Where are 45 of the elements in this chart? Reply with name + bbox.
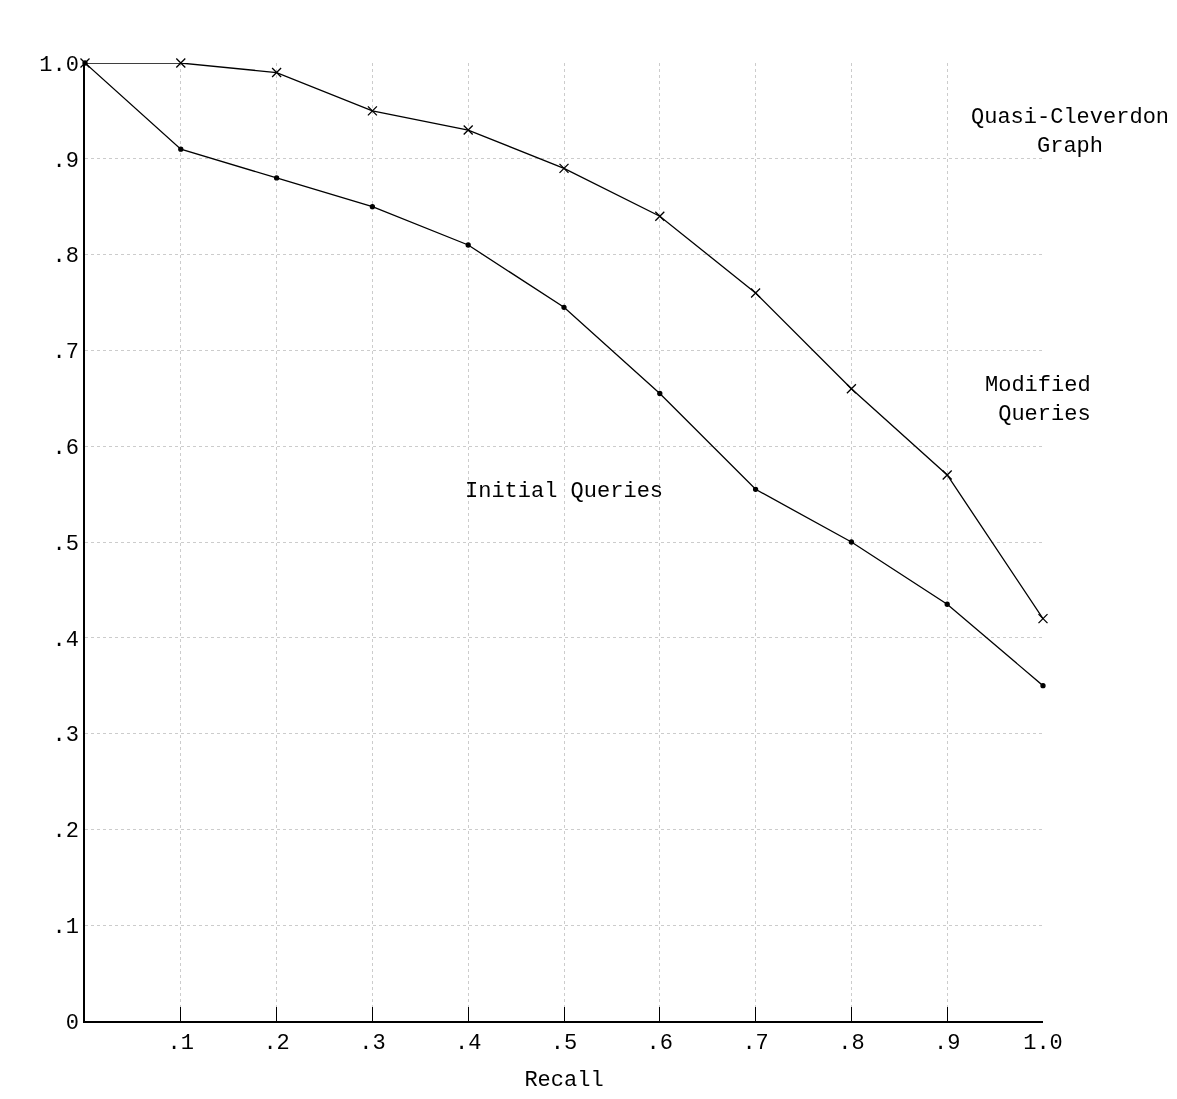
point [273, 175, 280, 181]
x-tick-label: .4 [455, 1031, 482, 1057]
x-tick-label: .5 [550, 1031, 578, 1057]
point [657, 390, 663, 397]
point [1037, 613, 1049, 624]
y-tick-label: .5 [52, 531, 79, 557]
point [848, 539, 855, 545]
y-tick-label: .8 [52, 244, 79, 270]
y-tick-label: .6 [52, 435, 79, 461]
y-tick-label: .3 [52, 723, 79, 749]
point [369, 204, 376, 210]
y-tick-label: 0 [65, 1010, 79, 1036]
y-tick-label: .9 [52, 148, 79, 174]
text: Quasi-Cleverdon Graph [971, 105, 1170, 159]
y-tick-label: 1.0 [39, 52, 79, 78]
x-tick-label: .7 [742, 1031, 769, 1057]
x-axis-title: Recall [524, 1067, 604, 1093]
point [750, 287, 761, 299]
point [271, 67, 282, 78]
x-tick-label: .6 [646, 1031, 673, 1057]
text: Initial Queries [465, 479, 664, 504]
x-tick-label: .9 [934, 1031, 961, 1057]
x-tick-label: .2 [263, 1031, 290, 1057]
x-tick-label: .1 [167, 1031, 194, 1057]
y-tick-label: .2 [52, 819, 79, 845]
point [465, 242, 471, 248]
x-tick-label: .3 [359, 1031, 386, 1057]
point [654, 211, 665, 222]
y-tick-label: .1 [52, 914, 79, 940]
point [178, 146, 184, 152]
point [846, 383, 857, 394]
point [1040, 683, 1046, 689]
x-tick-label: 1.0 [1023, 1031, 1063, 1057]
point [561, 304, 567, 310]
point [944, 601, 950, 607]
point [942, 469, 953, 481]
y-tick-label: .4 [52, 627, 79, 653]
y-tick-label: .7 [52, 340, 79, 366]
point [367, 105, 378, 117]
point [558, 163, 570, 174]
x-tick-label: .8 [838, 1031, 865, 1057]
point [463, 124, 474, 136]
point [752, 486, 759, 492]
text: Modified Queries [985, 373, 1091, 427]
point [175, 57, 186, 69]
